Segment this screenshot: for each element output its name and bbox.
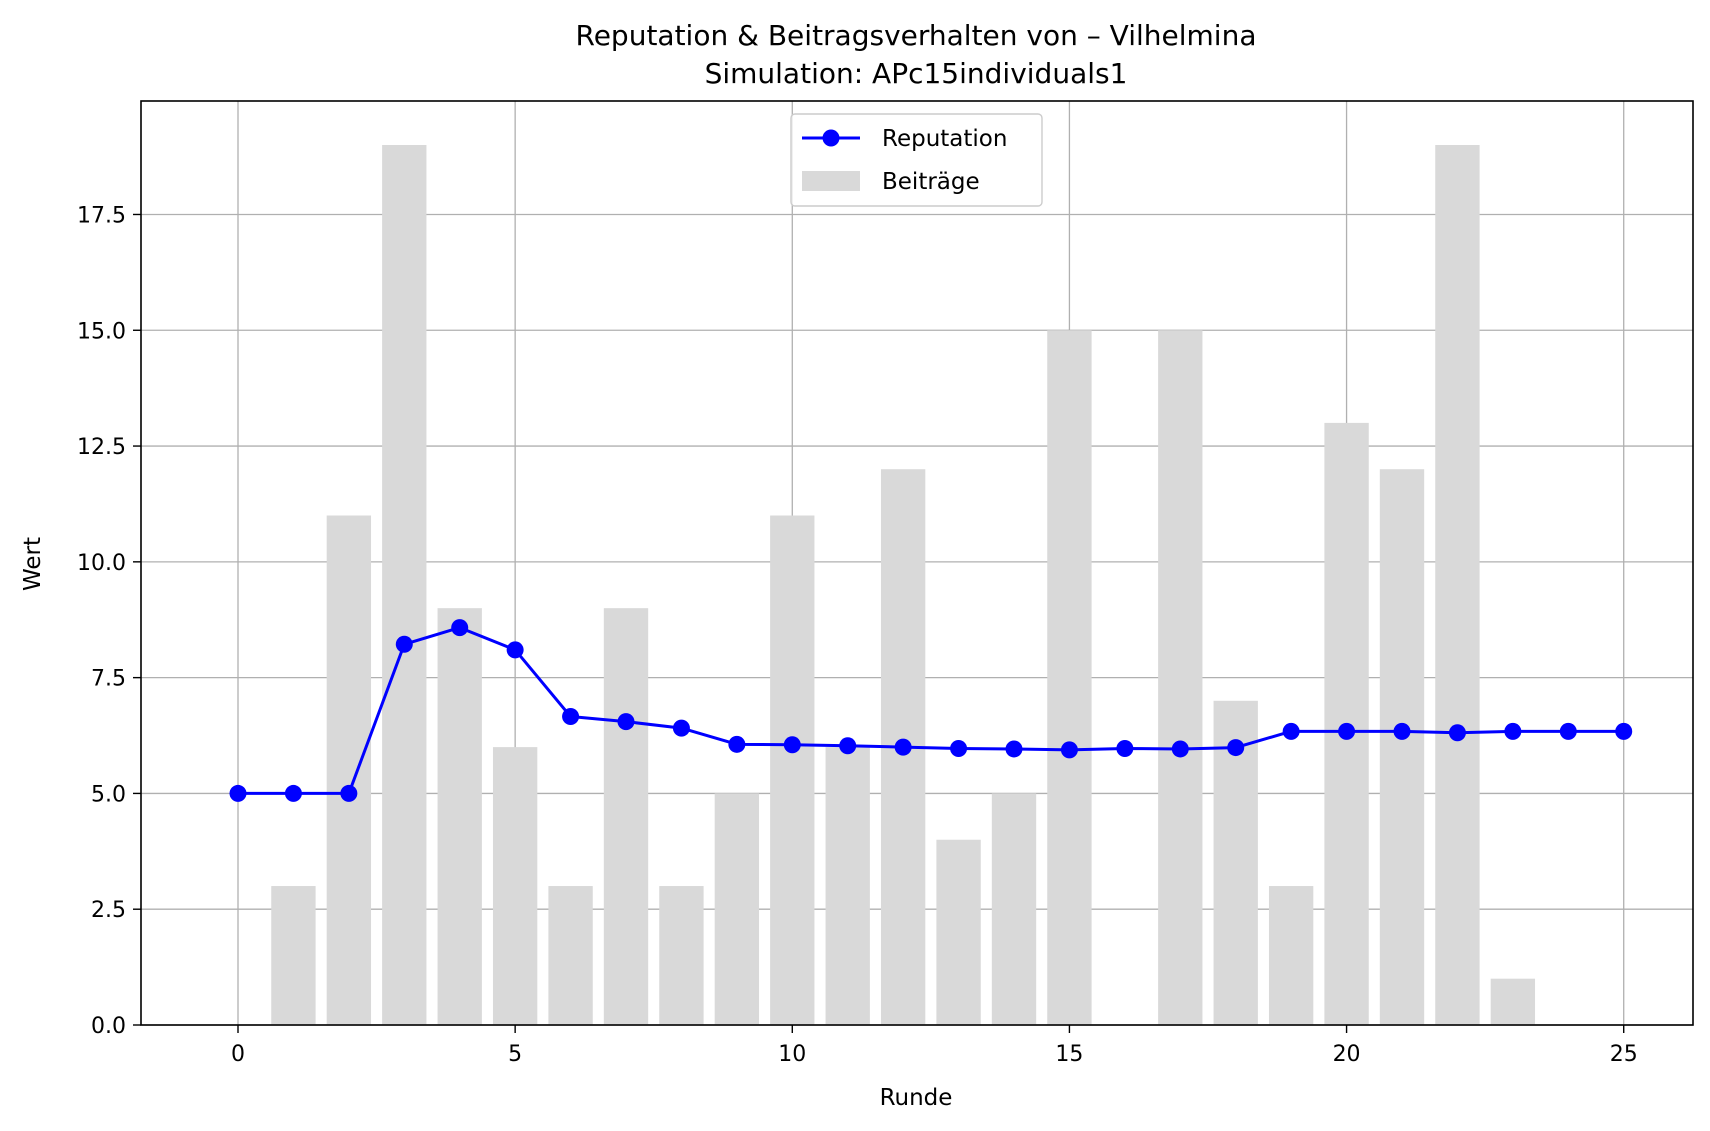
y-tick-label: 7.5 — [91, 667, 126, 692]
contribution-bar — [1435, 145, 1480, 1025]
reputation-point — [1448, 724, 1466, 742]
y-tick-label: 2.5 — [91, 898, 126, 923]
y-axis-label: Wert — [20, 537, 46, 591]
contribution-bar — [1268, 886, 1314, 1025]
y-tick-label: 10.0 — [77, 551, 126, 576]
reputation-point — [284, 784, 302, 802]
reputation-point — [1615, 722, 1633, 740]
contribution-bar — [991, 793, 1037, 1025]
contribution-bar — [382, 145, 427, 1025]
contribution-bar — [437, 608, 482, 1025]
contribution-bar — [714, 793, 760, 1025]
reputation-point — [950, 739, 968, 757]
contribution-bars — [271, 145, 1536, 1025]
reputation-point — [894, 738, 912, 756]
legend: Reputation Beiträge — [790, 113, 1043, 207]
y-tick-label: 12.5 — [77, 435, 126, 460]
reputation-point — [839, 737, 857, 755]
reputation-point — [340, 784, 358, 802]
ticks: 0 5 10 15 20 25 0.0 2.5 5.0 7.5 10.0 12.5 15.0 17.5 — [77, 203, 1638, 1067]
x-tick-label: 0 — [231, 1042, 245, 1067]
contribution-bar — [1379, 469, 1425, 1025]
reputation-point — [451, 619, 469, 637]
x-tick-label: 25 — [1610, 1042, 1638, 1067]
reputation-point — [1559, 722, 1577, 740]
reputation-point — [1393, 722, 1411, 740]
y-tick-label: 0.0 — [91, 1014, 126, 1039]
reputation-point — [1227, 739, 1245, 757]
reputation-point — [1171, 740, 1189, 758]
x-tick-label: 10 — [778, 1042, 806, 1067]
reputation-point — [506, 641, 524, 659]
contribution-bar — [770, 515, 815, 1025]
reputation-point — [1338, 722, 1356, 740]
legend-reputation-swatch-marker — [822, 129, 840, 147]
y-tick-label: 5.0 — [91, 782, 126, 807]
reputation-polyline — [238, 626, 1624, 795]
reputation-point — [672, 719, 690, 737]
reputation-point — [1005, 740, 1023, 758]
reputation-point — [1060, 741, 1078, 759]
contribution-bar — [492, 747, 538, 1025]
reputation-point — [562, 708, 580, 726]
y-tick-label: 15.0 — [77, 319, 126, 344]
contribution-bar — [936, 839, 981, 1025]
x-tick-label: 15 — [1055, 1042, 1083, 1067]
reputation-point — [1282, 722, 1300, 740]
legend-contributions-label: Beiträge — [882, 169, 980, 195]
contribution-bar — [1047, 330, 1092, 1025]
contribution-bar — [825, 747, 870, 1025]
legend-reputation-label: Reputation — [882, 126, 1007, 152]
contribution-bar — [1490, 978, 1536, 1025]
legend-contributions-swatch — [802, 171, 860, 191]
reputation-point — [728, 735, 746, 753]
reputation-line — [229, 619, 1633, 802]
contribution-bar — [603, 608, 649, 1025]
reputation-point — [1504, 722, 1522, 740]
x-axis-label: Runde — [880, 1085, 953, 1111]
x-tick-label: 5 — [508, 1042, 522, 1067]
reputation-point — [1116, 739, 1134, 757]
reputation-point — [395, 635, 413, 653]
contribution-bar — [271, 886, 316, 1025]
reputation-point — [783, 736, 801, 754]
contribution-bar — [548, 886, 593, 1025]
plot-frame — [140, 100, 1694, 1026]
reputation-point — [229, 784, 247, 802]
x-tick-label: 20 — [1333, 1042, 1361, 1067]
contribution-bar — [326, 515, 372, 1025]
contribution-bar — [1158, 330, 1203, 1025]
chart-title: Reputation & Beitragsverhalten von – Vil… — [576, 19, 1257, 52]
contribution-bar — [659, 886, 704, 1025]
chart-subtitle: Simulation: APc15individuals1 — [705, 57, 1128, 90]
reputation-point — [617, 713, 635, 731]
y-tick-label: 17.5 — [77, 203, 126, 228]
